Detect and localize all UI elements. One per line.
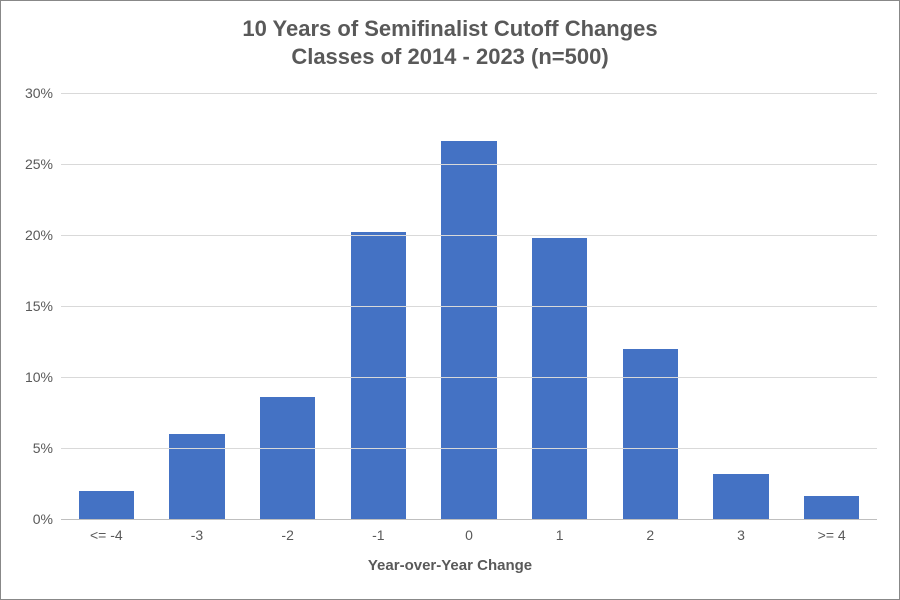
y-tick-label: 30%: [25, 85, 61, 101]
chart-title-line1: 10 Years of Semifinalist Cutoff Changes: [1, 15, 899, 43]
y-tick-label: 20%: [25, 227, 61, 243]
chart-title-line2: Classes of 2014 - 2023 (n=500): [1, 43, 899, 71]
bar: [623, 349, 678, 519]
x-tick-label: <= -4: [90, 519, 123, 543]
bar: [804, 496, 859, 519]
gridline: [61, 448, 877, 449]
x-tick-label: 3: [737, 519, 745, 543]
bar: [169, 434, 224, 519]
bar: [260, 397, 315, 519]
bar: [79, 491, 134, 519]
bar: [532, 238, 587, 519]
chart-title: 10 Years of Semifinalist Cutoff Changes …: [1, 1, 899, 70]
x-tick-label: >= 4: [818, 519, 846, 543]
x-axis-title: Year-over-Year Change: [368, 557, 532, 574]
bar: [713, 474, 768, 519]
y-tick-label: 10%: [25, 369, 61, 385]
x-tick-label: 1: [556, 519, 564, 543]
x-tick-label: 2: [646, 519, 654, 543]
gridline: [61, 306, 877, 307]
x-tick-label: -3: [191, 519, 203, 543]
bar: [351, 232, 406, 519]
plot-area: 0%5%10%15%20%25%30%<= -4-3-2-10123>= 4: [61, 93, 877, 519]
gridline: [61, 93, 877, 94]
y-tick-label: 25%: [25, 156, 61, 172]
bar: [441, 141, 496, 519]
chart-frame: 10 Years of Semifinalist Cutoff Changes …: [0, 0, 900, 600]
gridline: [61, 235, 877, 236]
y-tick-label: 15%: [25, 298, 61, 314]
x-tick-label: -2: [281, 519, 293, 543]
x-tick-label: 0: [465, 519, 473, 543]
gridline: [61, 164, 877, 165]
gridline: [61, 377, 877, 378]
y-tick-label: 5%: [33, 440, 61, 456]
y-tick-label: 0%: [33, 511, 61, 527]
x-tick-label: -1: [372, 519, 384, 543]
